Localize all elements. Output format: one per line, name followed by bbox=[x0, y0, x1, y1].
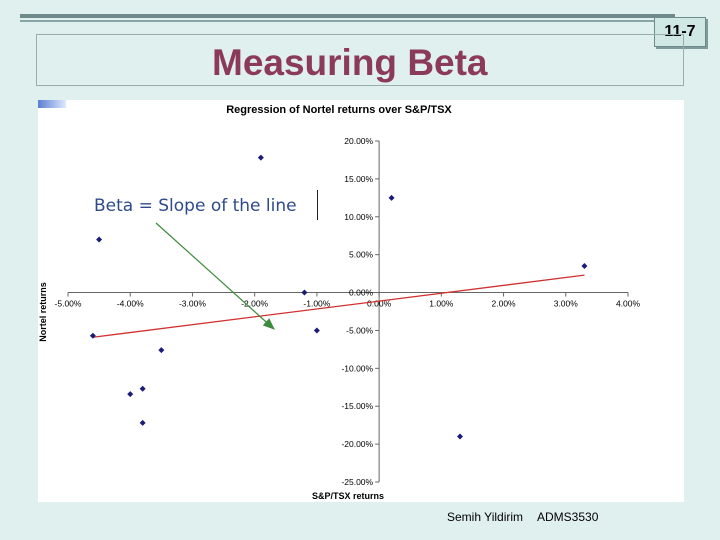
regression-chart: Regression of Nortel returns over S&P/TS… bbox=[38, 104, 641, 501]
data-point bbox=[139, 419, 146, 426]
y-tick-label: -5.00% bbox=[346, 325, 373, 335]
x-tick-label: 3.00% bbox=[554, 299, 579, 309]
x-tick-label: 4.00% bbox=[616, 299, 641, 309]
data-point bbox=[313, 327, 320, 334]
y-tick-label: -10.00% bbox=[341, 363, 373, 373]
chart-panel: Regression of Nortel returns over S&P/TS… bbox=[38, 100, 684, 502]
data-point bbox=[127, 391, 134, 398]
top-rule-thin bbox=[20, 20, 675, 22]
y-tick-label: 10.00% bbox=[344, 212, 373, 222]
x-tick-label: -4.00% bbox=[117, 299, 144, 309]
slide-title: Measuring Beta bbox=[212, 42, 488, 83]
x-tick-label: 2.00% bbox=[492, 299, 517, 309]
data-point bbox=[388, 194, 395, 201]
top-rule bbox=[20, 14, 675, 18]
data-point bbox=[139, 385, 146, 392]
data-point bbox=[257, 154, 264, 161]
y-tick-label: -20.00% bbox=[341, 439, 373, 449]
beta-annotation: Beta = Slope of the line bbox=[94, 196, 297, 216]
x-tick-label: 1.00% bbox=[429, 299, 454, 309]
chart-corner-tab bbox=[38, 100, 66, 108]
y-tick-label: 15.00% bbox=[344, 174, 373, 184]
x-tick-label: -5.00% bbox=[55, 299, 82, 309]
text-cursor bbox=[317, 190, 318, 220]
x-tick-label: -2.00% bbox=[241, 299, 268, 309]
x-axis-title: S&P/TSX returns bbox=[312, 491, 384, 501]
slide-number-badge: 11-7 bbox=[654, 17, 706, 47]
footer-course: ADMS3530 bbox=[537, 510, 599, 524]
y-tick-label: 5.00% bbox=[349, 250, 374, 260]
y-tick-label: -25.00% bbox=[341, 477, 373, 487]
y-axis-title: Nortel returns bbox=[38, 282, 48, 342]
annotation-arrow bbox=[155, 222, 275, 330]
data-point bbox=[301, 289, 308, 296]
y-tick-label: -15.00% bbox=[341, 401, 373, 411]
x-tick-label: 0.00% bbox=[367, 299, 392, 309]
data-point bbox=[89, 332, 96, 339]
x-tick-label: -3.00% bbox=[179, 299, 206, 309]
y-tick-label: 0.00% bbox=[349, 288, 374, 298]
data-point bbox=[457, 433, 463, 440]
data-point bbox=[158, 347, 165, 354]
data-point bbox=[581, 263, 588, 270]
title-frame bbox=[36, 34, 684, 86]
x-tick-label: -1.00% bbox=[303, 299, 330, 309]
footer-author: Semih Yildirim bbox=[447, 510, 524, 524]
y-tick-label: 20.00% bbox=[344, 136, 373, 146]
data-point bbox=[96, 236, 103, 243]
chart-title: Regression of Nortel returns over S&P/TS… bbox=[226, 104, 452, 116]
regression-line bbox=[92, 274, 585, 338]
